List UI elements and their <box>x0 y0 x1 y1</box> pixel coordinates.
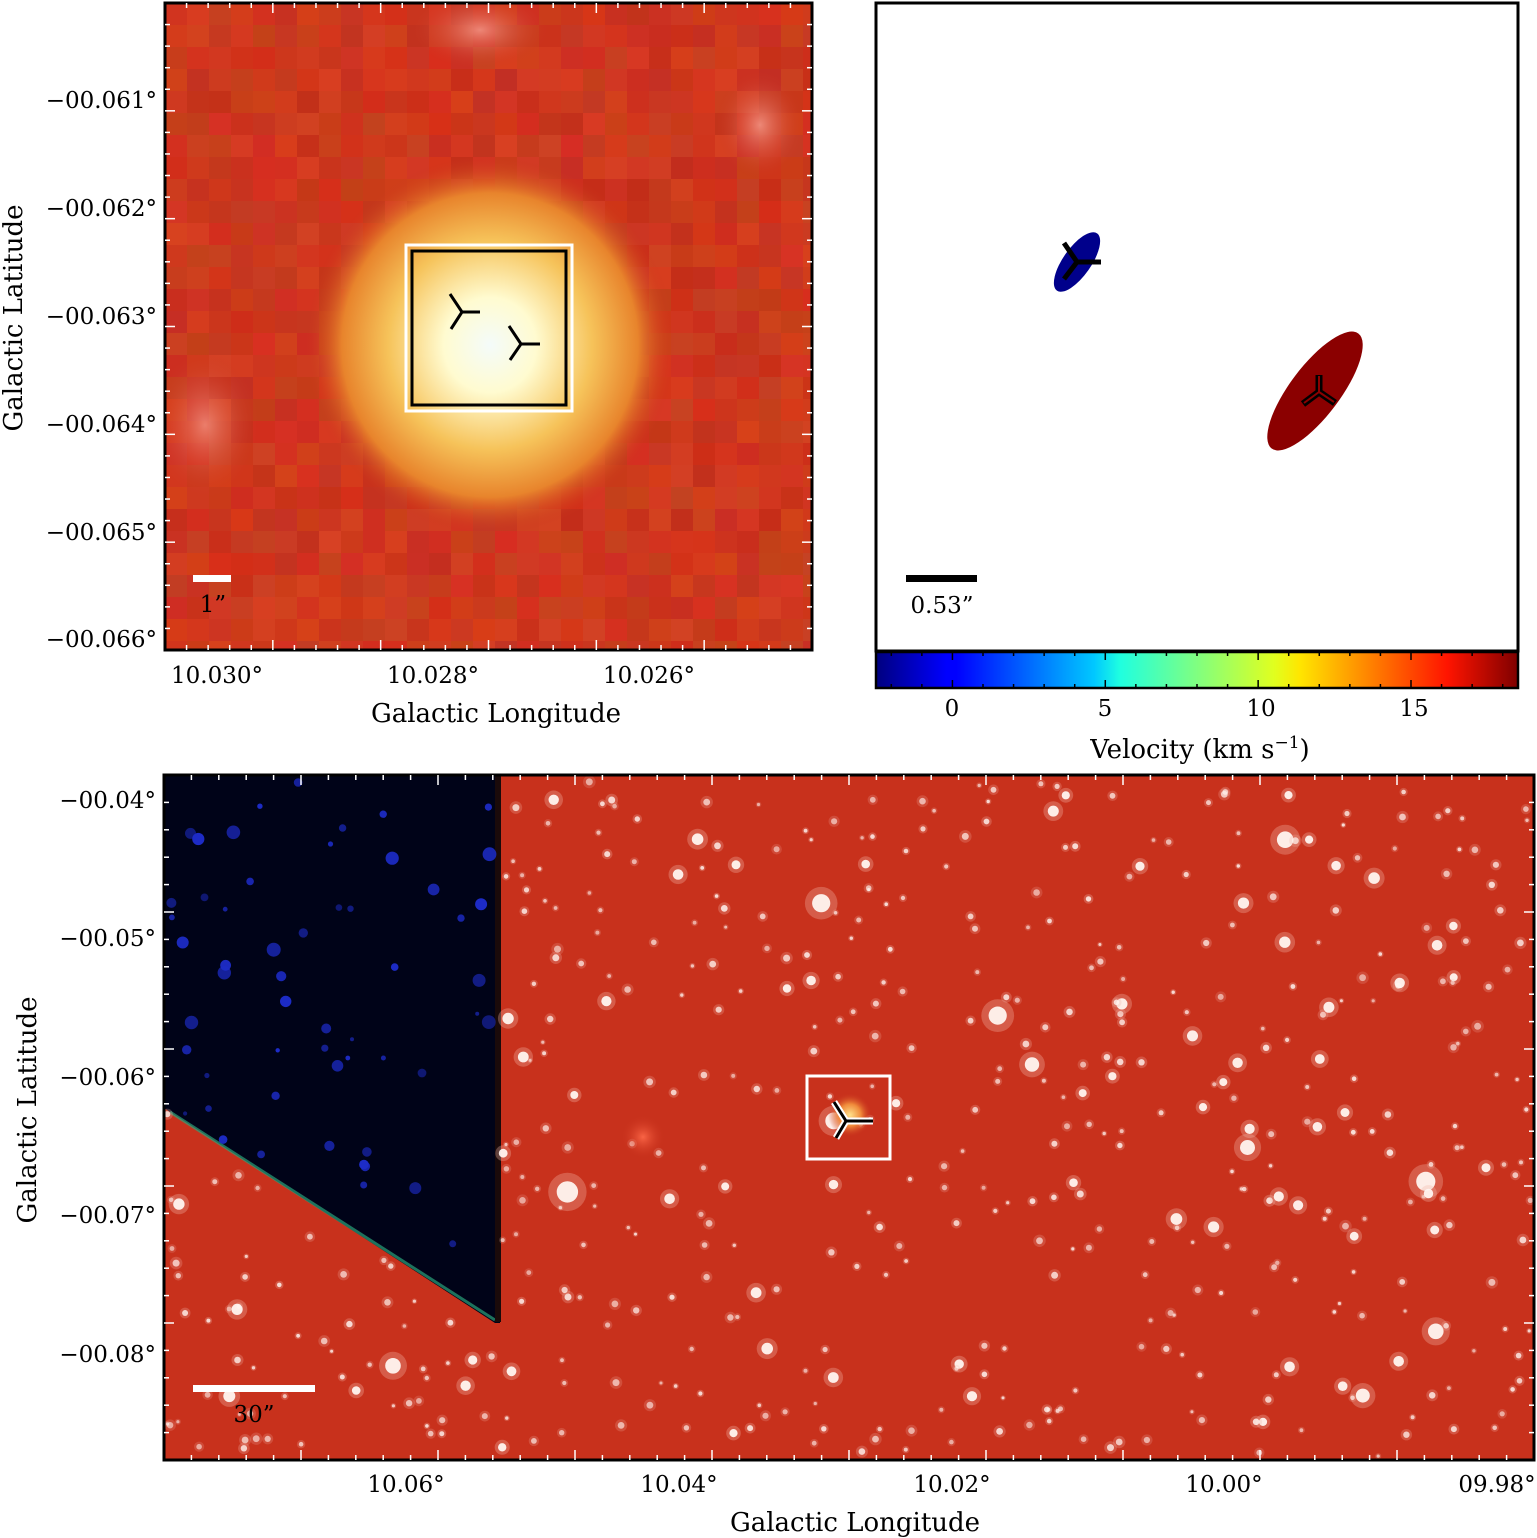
top-left-zoom-box-inner <box>410 249 568 407</box>
colorbar-tick-labels: 0 5 10 15 <box>945 696 1429 722</box>
xtick-label: 10.028° <box>387 663 479 689</box>
bottom-scale-label: 30” <box>233 1402 274 1428</box>
top-left-zoom-box-outer <box>404 243 574 413</box>
bottom-ticks <box>164 775 1534 1460</box>
top-left-scale-bar <box>193 575 231 582</box>
xtick-label: 10.026° <box>603 663 695 689</box>
field-stars <box>164 775 1534 1460</box>
bottom-ylabel: Galactic Latitude <box>13 997 43 1224</box>
colorbar-tick-label: 0 <box>945 696 960 722</box>
ytick-label: −00.08° <box>59 1342 156 1368</box>
red-source-marker <box>1303 376 1335 404</box>
top-left-xtick-labels: 10.030° 10.028° 10.026° <box>171 663 695 689</box>
xtick-label: 10.030° <box>171 663 263 689</box>
xtick-label: 10.04° <box>640 1472 717 1498</box>
colorbar-tick-label: 15 <box>1399 696 1428 722</box>
colorbar-ticks <box>890 652 1504 688</box>
ytick-label: −00.064° <box>46 412 157 438</box>
colorbar-tick-label: 10 <box>1246 696 1275 722</box>
ytick-label: −00.061° <box>46 88 157 114</box>
bottom-zoom-box <box>805 1074 892 1161</box>
ytick-label: −00.065° <box>46 520 157 546</box>
blue-stars <box>166 778 497 1248</box>
colorbar-label: Velocity (km s−1) <box>1089 733 1309 765</box>
top-left-xlabel: Galactic Longitude <box>371 699 621 729</box>
source-marker-1 <box>448 293 480 330</box>
ytick-label: −00.04° <box>59 788 156 814</box>
ytick-label: −00.05° <box>59 926 156 952</box>
top-left-panel: 1” −00.061° −00.062° −00.063° −00.064° −… <box>0 1 814 729</box>
bottom-scale-bar <box>193 1385 315 1392</box>
blue-source-marker <box>1061 241 1101 281</box>
xtick-label: 10.06° <box>367 1472 444 1498</box>
xtick-label: 10.02° <box>913 1472 990 1498</box>
colorbar <box>874 650 1520 690</box>
bottom-ytick-labels: −00.04° −00.05° −00.06° −00.07° −00.08° <box>59 788 156 1368</box>
bottom-panel: 30” −00.04° −00.05° −00.06° −00.07° −00.… <box>13 773 1536 1538</box>
ytick-label: −00.06° <box>59 1065 156 1091</box>
source-marker-2 <box>507 325 540 361</box>
top-left-ytick-labels: −00.061° −00.062° −00.063° −00.064° −00.… <box>46 88 157 653</box>
xtick-label: 09.98° <box>1458 1472 1535 1498</box>
top-left-ylabel: Galactic Latitude <box>0 205 29 432</box>
bottom-xlabel: Galactic Longitude <box>730 1508 980 1538</box>
ytick-label: −00.063° <box>46 304 157 330</box>
top-left-ticks <box>165 3 812 650</box>
bottom-marker <box>832 1101 873 1139</box>
top-left-scale-label: 1” <box>200 592 226 618</box>
ytick-label: −00.062° <box>46 196 157 222</box>
colorbar-tick-label: 5 <box>1098 696 1113 722</box>
top-right-frame <box>874 1 1520 653</box>
bottom-xtick-labels: 10.06° 10.04° 10.02° 10.00° 09.98° <box>367 1472 1535 1498</box>
top-right-scale-bar <box>906 575 977 582</box>
top-left-image <box>165 3 812 650</box>
xtick-label: 10.00° <box>1185 1472 1262 1498</box>
top-right-scale-label: 0.53” <box>911 593 974 619</box>
ytick-label: −00.066° <box>46 627 157 653</box>
top-right-panel: 0.53” 0 5 10 15 Velocity (km s−1) <box>874 1 1520 765</box>
ytick-label: −00.07° <box>59 1203 156 1229</box>
